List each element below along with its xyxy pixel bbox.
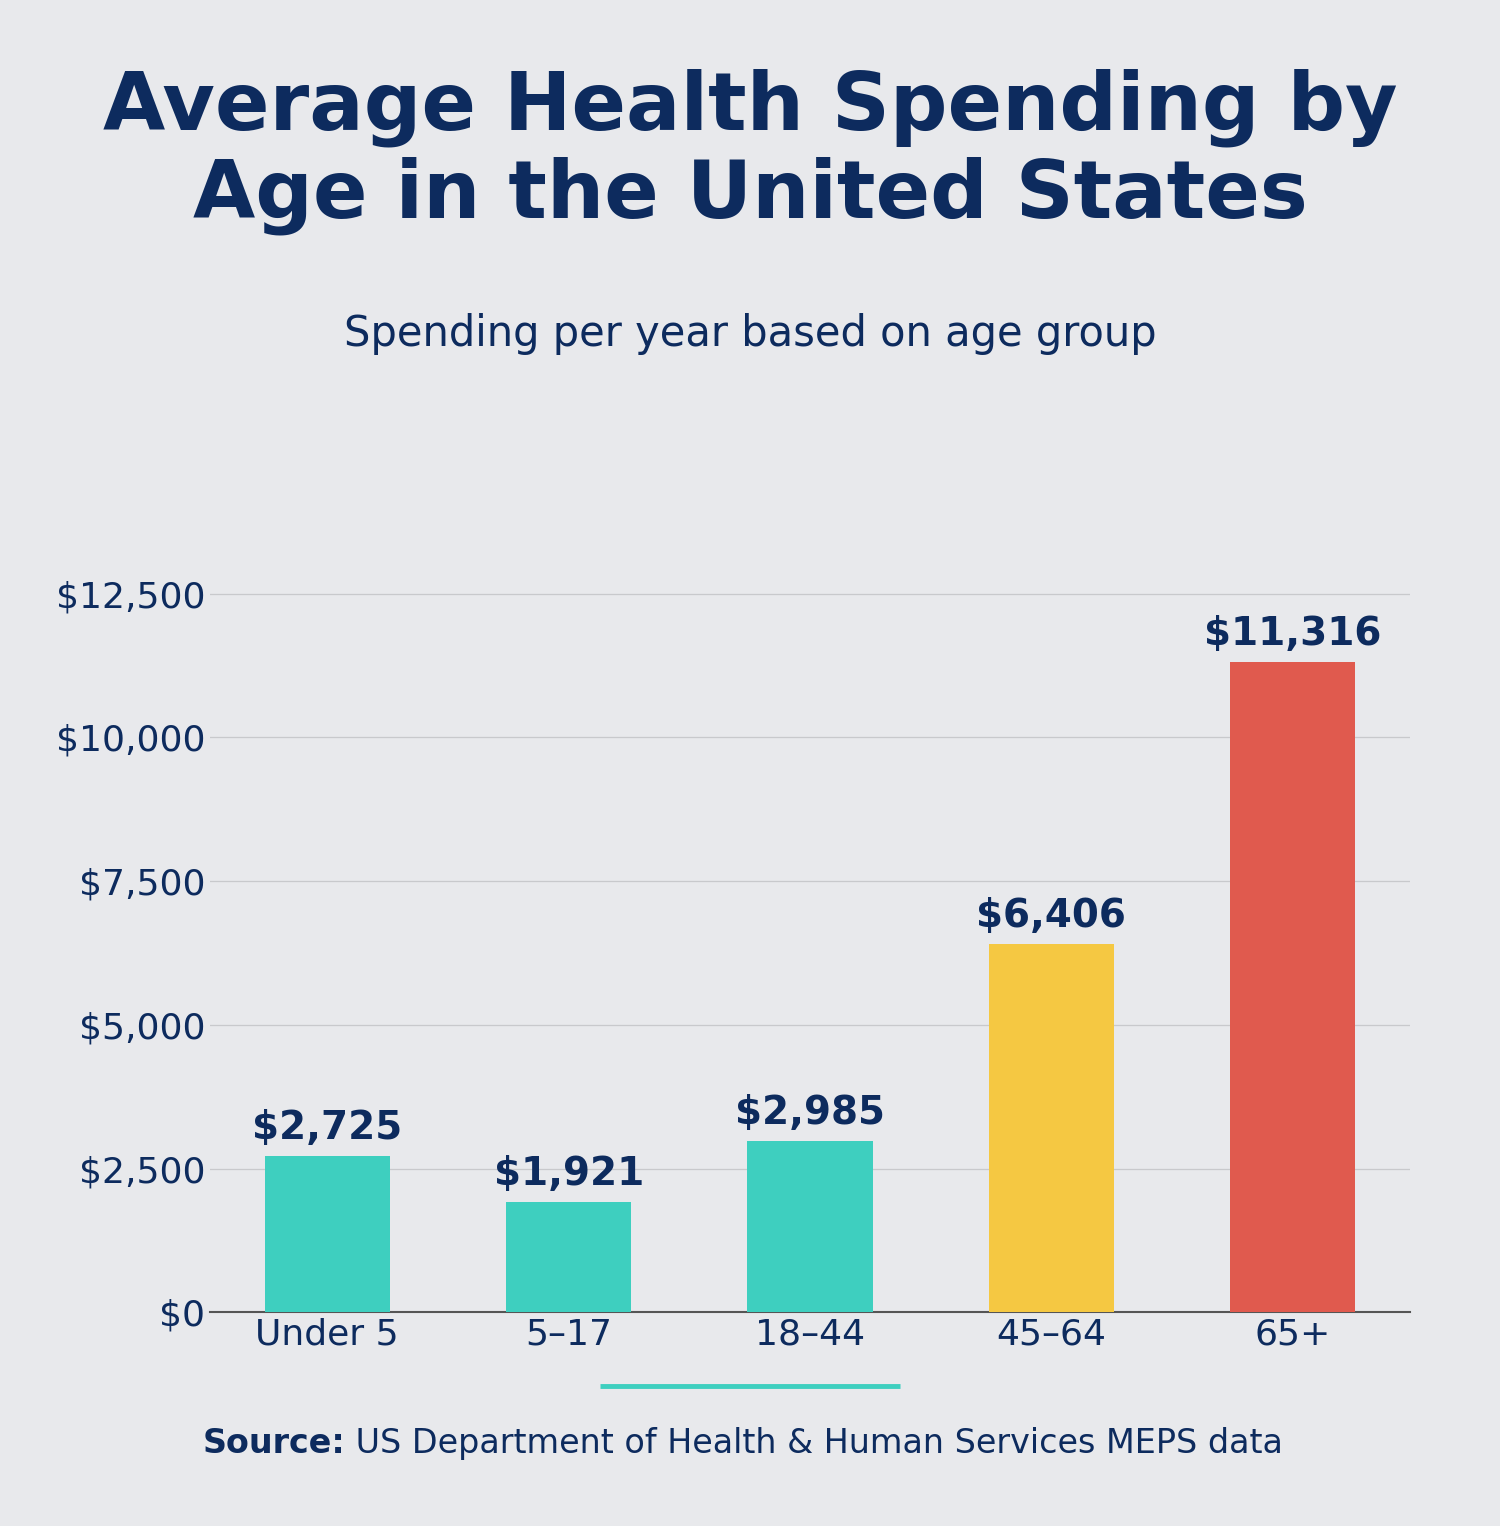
Text: Spending per year based on age group: Spending per year based on age group [344,313,1156,356]
Text: US Department of Health & Human Services MEPS data: US Department of Health & Human Services… [345,1427,1282,1460]
Bar [264,1155,390,1312]
Bar [747,1141,873,1312]
Text: $2,985: $2,985 [735,1094,885,1132]
Text: $6,406: $6,406 [976,897,1126,935]
Text: $11,316: $11,316 [1204,615,1382,653]
Bar [988,945,1114,1312]
Text: Average Health Spending by
Age in the United States: Average Health Spending by Age in the Un… [102,69,1398,235]
Text: $2,725: $2,725 [252,1109,402,1148]
Bar [1230,662,1356,1312]
Bar [506,1202,632,1312]
Text: $1,921: $1,921 [494,1155,644,1193]
Text: Source:: Source: [202,1427,345,1460]
